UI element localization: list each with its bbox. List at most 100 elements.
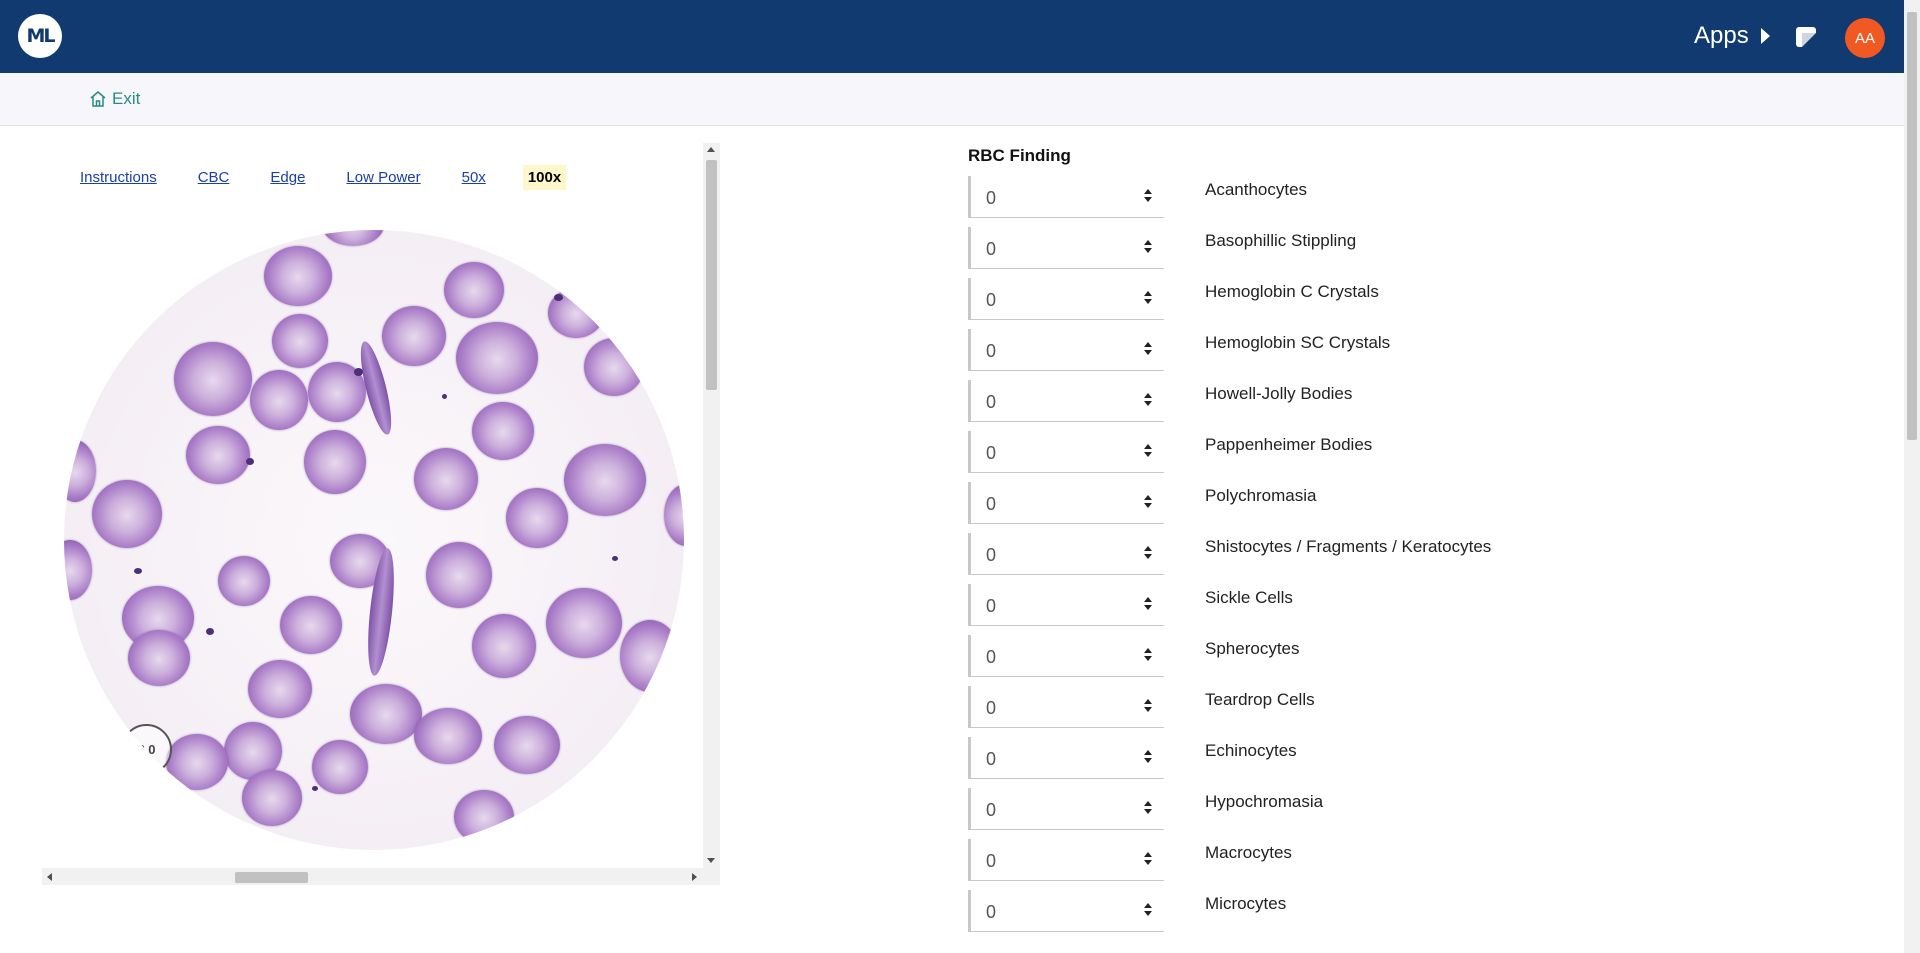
finding-count-select[interactable]: 0	[968, 584, 1164, 626]
red-blood-cell	[322, 230, 384, 246]
select-arrows-icon	[1144, 495, 1152, 509]
apps-menu-button[interactable]: Apps	[1694, 22, 1770, 50]
select-arrows-icon	[1144, 189, 1152, 203]
finding-label: Hemoglobin C Crystals	[1205, 282, 1379, 301]
red-blood-cell	[64, 440, 96, 502]
finding-label: Howell-Jolly Bodies	[1205, 384, 1353, 403]
finding-count-select[interactable]: 0	[968, 890, 1164, 932]
finding-count-value: 0	[986, 494, 997, 514]
tab-cbc[interactable]: CBC	[197, 169, 230, 186]
scroll-left-arrow-icon[interactable]	[47, 873, 52, 881]
finding-count-select[interactable]: 0	[968, 737, 1164, 779]
select-arrows-icon	[1144, 393, 1152, 407]
finding-count-select[interactable]: 0	[968, 635, 1164, 677]
red-blood-cell	[264, 246, 332, 306]
finding-count-select[interactable]: 0	[968, 839, 1164, 881]
tab-50x[interactable]: 50x	[461, 169, 486, 186]
select-arrows-icon	[1144, 852, 1152, 866]
red-blood-cell	[472, 614, 536, 678]
tab-low-power[interactable]: Low Power	[346, 169, 421, 186]
red-blood-cell	[472, 402, 534, 460]
finding-count-select[interactable]: 0	[968, 380, 1164, 422]
red-blood-cell	[414, 708, 482, 764]
finding-count-value: 0	[986, 698, 997, 718]
rbc-finding-row: 0 Hemoglobin C Crystals	[968, 278, 1868, 329]
magnification-tabs: Instructions CBC Edge Low Power 50x 100x	[80, 165, 607, 190]
finding-count-value: 0	[986, 392, 997, 412]
sticky-note-icon[interactable]	[1796, 27, 1816, 47]
red-blood-cell	[664, 484, 684, 546]
finding-count-value: 0	[986, 800, 997, 820]
finding-count-select[interactable]: 0	[968, 431, 1164, 473]
rbc-finding-row: 0 Shistocytes / Fragments / Keratocytes	[968, 533, 1868, 584]
finding-label: Macrocytes	[1205, 843, 1292, 862]
finding-label: Basophillic Stippling	[1205, 231, 1357, 250]
finding-count-select[interactable]: 0	[968, 227, 1164, 269]
finding-count-value: 0	[986, 851, 997, 871]
rbc-findings-list: 0 Acanthocytes 0 Basophillic Stippling 0 Hemo…	[968, 176, 1868, 941]
rbc-findings-panel: RBC Finding 0 Acanthocytes 0 Basophillic St…	[968, 146, 1868, 941]
platelet	[554, 294, 563, 301]
home-icon	[90, 91, 106, 107]
finding-label: Sickle Cells	[1205, 588, 1293, 607]
tab-instructions[interactable]: Instructions	[80, 169, 157, 186]
finding-label: Pappenheimer Bodies	[1205, 435, 1373, 454]
select-arrows-icon	[1144, 240, 1152, 254]
finding-count-value: 0	[986, 341, 997, 361]
red-blood-cell	[456, 322, 538, 394]
slide-viewer: Instructions CBC Edge Low Power 50x 100x	[42, 143, 720, 887]
rbc-finding-row: 0 Microcytes	[968, 890, 1868, 941]
finding-count-select[interactable]: 0	[968, 482, 1164, 524]
platelet	[246, 458, 254, 465]
viewer-horizontal-scroll-thumb[interactable]	[235, 872, 308, 883]
platelet	[442, 394, 447, 399]
app-logo[interactable]: ML	[18, 14, 62, 58]
avatar-initials: AA	[1854, 29, 1875, 47]
red-blood-cell	[128, 630, 190, 686]
scroll-right-arrow-icon[interactable]	[692, 873, 697, 881]
finding-count-value: 0	[986, 239, 997, 259]
select-arrows-icon	[1144, 597, 1152, 611]
finding-label: Echinocytes	[1205, 741, 1297, 760]
tab-edge[interactable]: Edge	[270, 169, 306, 186]
finding-count-value: 0	[986, 443, 997, 463]
red-blood-cell	[546, 588, 622, 658]
scroll-down-arrow-icon[interactable]	[707, 858, 715, 863]
select-arrows-icon	[1144, 291, 1152, 305]
finding-count-select[interactable]: 0	[968, 533, 1164, 575]
platelet	[312, 786, 318, 791]
scroll-up-arrow-icon[interactable]	[707, 147, 715, 152]
rbc-finding-row: 0 Echinocytes	[968, 737, 1868, 788]
exit-link[interactable]: Exit	[88, 89, 140, 109]
viewer-vertical-scroll-thumb[interactable]	[706, 160, 717, 390]
viewer-horizontal-scrollbar[interactable]	[42, 868, 720, 885]
finding-count-select[interactable]: 0	[968, 176, 1164, 218]
caret-right-icon	[1760, 28, 1770, 44]
finding-count-value: 0	[986, 749, 997, 769]
red-blood-cell	[64, 540, 92, 600]
finding-label: Acanthocytes	[1205, 180, 1308, 199]
red-blood-cell	[242, 770, 302, 826]
select-arrows-icon	[1144, 750, 1152, 764]
finding-count-select[interactable]: 0	[968, 686, 1164, 728]
rbc-finding-row: 0 Howell-Jolly Bodies	[968, 380, 1868, 431]
finding-label: Teardrop Cells	[1205, 690, 1315, 709]
red-blood-cell	[494, 716, 560, 774]
tab-100x[interactable]: 100x	[522, 165, 567, 190]
finding-label: Microcytes	[1205, 894, 1287, 913]
select-arrows-icon	[1144, 342, 1152, 356]
select-arrows-icon	[1144, 546, 1152, 560]
scale-marker: 8.0	[121, 724, 172, 775]
finding-count-select[interactable]: 0	[968, 278, 1164, 320]
rbc-finding-row: 0 Hemoglobin SC Crystals	[968, 329, 1868, 380]
red-blood-cell	[584, 338, 644, 396]
rbc-finding-title: RBC Finding	[968, 146, 1071, 165]
user-avatar[interactable]: AA	[1845, 18, 1885, 58]
finding-count-value: 0	[986, 647, 997, 667]
finding-count-select[interactable]: 0	[968, 329, 1164, 371]
finding-count-select[interactable]: 0	[968, 788, 1164, 830]
finding-count-value: 0	[986, 188, 997, 208]
select-arrows-icon	[1144, 903, 1152, 917]
page-scroll-thumb[interactable]	[1907, 12, 1917, 440]
blood-smear-image[interactable]: 6.5 8.0	[64, 230, 684, 850]
